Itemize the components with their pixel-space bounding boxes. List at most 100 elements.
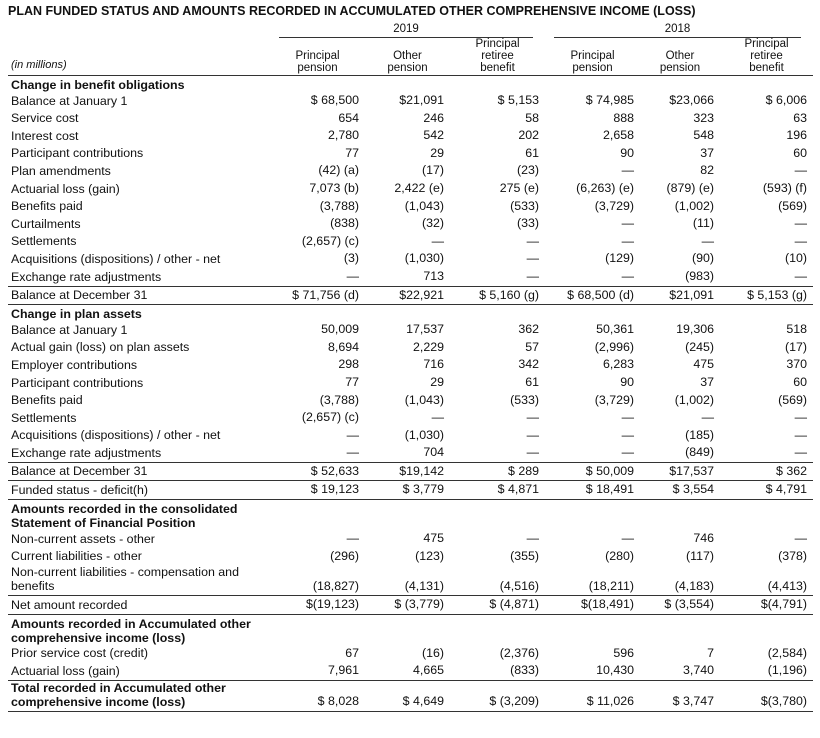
data-row: Curtailments (838) (32) (33) — (11) —	[8, 215, 813, 233]
data-row: Acquisitions (dispositions) / other - ne…	[8, 427, 813, 445]
value-cell: (3)	[343, 251, 359, 266]
value-cell: (378)	[778, 548, 807, 563]
value-cell: 77	[345, 145, 359, 160]
value-cell: (355)	[510, 548, 539, 563]
spacer	[8, 22, 270, 38]
data-row: Service cost 654 246 58 888 323 63	[8, 110, 813, 128]
empty-cell	[450, 500, 545, 531]
value-cell: (296)	[330, 548, 359, 563]
data-row: Participant contributions 77 29 61 90 37 60	[8, 145, 813, 163]
data-row: Benefits paid (3,788) (1,043) (533) (3,729) (…	[8, 392, 813, 410]
column-header: Other pension	[365, 38, 450, 76]
value-cell: $17,537	[640, 461, 720, 481]
empty-cell	[450, 76, 545, 93]
value-cell: 82	[700, 163, 714, 178]
section-label: Change in benefit obligations	[11, 78, 185, 92]
value-cell: 61	[525, 145, 539, 160]
empty-cell	[450, 305, 545, 322]
row-label: Service cost	[11, 111, 79, 126]
value-cell: 518	[786, 322, 807, 337]
value-cell: 298	[338, 357, 359, 372]
value-cell: (2,584)	[767, 645, 807, 660]
value-cell: —	[794, 233, 807, 248]
data-row: Prior service cost (credit) 67 (16) (2,376)…	[8, 645, 813, 663]
value-cell: (983)	[685, 268, 714, 283]
column-header: Principal retiree benefit	[450, 38, 545, 76]
column-header-text: Principal retiree benefit	[475, 38, 520, 74]
data-row: Actuarial loss (gain) 7,961 4,665 (833) 10,4…	[8, 662, 813, 680]
section-row: Change in benefit obligations	[8, 76, 813, 93]
row-label: Acquisitions (dispositions) / other - ne…	[11, 251, 221, 266]
value-cell: 7,961	[327, 663, 359, 678]
value-cell: 323	[693, 110, 714, 125]
value-cell: (185)	[685, 427, 714, 442]
data-row: Exchange rate adjustments — 713 — — (983) —	[8, 268, 813, 286]
value-cell: (1,002)	[674, 392, 714, 407]
value-cell: 90	[620, 145, 634, 160]
row-label: Non-current liabilities - compensation a…	[11, 565, 239, 594]
value-cell: —	[526, 251, 539, 266]
data-row: Interest cost 2,780 542 202 2,658 548 196	[8, 127, 813, 145]
value-cell: (533)	[510, 392, 539, 407]
value-cell: $ 50,009	[545, 461, 640, 481]
value-cell: 888	[613, 110, 634, 125]
empty-cell	[640, 500, 720, 531]
value-cell: 60	[793, 374, 807, 389]
data-row: Actual gain (loss) on plan assets 8,694 2,…	[8, 339, 813, 357]
empty-cell	[270, 305, 365, 322]
value-cell: (42) (a)	[318, 163, 359, 178]
row-label: Settlements	[11, 410, 77, 425]
row-label: Benefits paid	[11, 199, 83, 214]
value-cell: (569)	[778, 198, 807, 213]
value-cell: 7	[707, 645, 714, 660]
title: PLAN FUNDED STATUS AND AMOUNTS RECORDED …	[8, 4, 696, 18]
value-cell: 50,361	[596, 322, 634, 337]
value-cell: 17,537	[406, 322, 444, 337]
value-cell: 90	[620, 374, 634, 389]
value-cell: 6,283	[602, 357, 634, 372]
row-label: Exchange rate adjustments	[11, 445, 162, 460]
value-cell: $22,921	[365, 285, 450, 306]
row-label: Benefits paid	[11, 393, 83, 408]
data-row: Settlements (2,657) (c) — — — — —	[8, 409, 813, 427]
value-cell: $ 5,160 (g)	[450, 285, 545, 306]
value-cell: 746	[693, 531, 714, 546]
value-cell: 29	[430, 145, 444, 160]
column-header: Principal retiree benefit	[720, 38, 813, 76]
empty-cell	[450, 614, 545, 645]
data-row: Exchange rate adjustments — 704 — — (849) —	[8, 444, 813, 462]
value-cell: 4,665	[412, 663, 444, 678]
value-cell: (17)	[421, 163, 444, 178]
value-cell: 37	[700, 374, 714, 389]
value-cell: (1,030)	[404, 251, 444, 266]
data-row: Acquisitions (dispositions) / other - ne…	[8, 250, 813, 268]
row-label: Interest cost	[11, 128, 79, 143]
value-cell: $21,091	[640, 285, 720, 306]
empty-cell	[640, 305, 720, 322]
column-header-text: Other pension	[659, 50, 701, 74]
value-cell: —	[794, 445, 807, 460]
row-label: Funded status - deficit(h)	[8, 480, 270, 501]
value-cell: $ (3,779)	[365, 595, 450, 615]
value-cell: 60	[793, 145, 807, 160]
value-cell: (6,263) (e)	[576, 180, 634, 195]
value-cell: (1,043)	[404, 392, 444, 407]
value-cell: (3,729)	[594, 392, 634, 407]
value-cell: (4,183)	[674, 578, 714, 593]
value-cell: $ 289	[450, 461, 545, 481]
value-cell: —	[346, 445, 359, 460]
column-header: Principal pension	[545, 38, 640, 76]
value-cell: (129)	[605, 251, 634, 266]
row-label: Actual gain (loss) on plan assets	[11, 340, 190, 355]
value-cell: 716	[423, 357, 444, 372]
empty-cell	[720, 614, 813, 645]
value-cell: (4,131)	[404, 578, 444, 593]
value-cell: (533)	[510, 198, 539, 213]
value-cell: $ 5,153 (g)	[720, 285, 813, 306]
value-cell: —	[526, 531, 539, 546]
value-cell: $ 8,028	[270, 680, 365, 713]
empty-cell	[365, 305, 450, 322]
value-cell: (3,729)	[594, 198, 634, 213]
empty-cell	[545, 76, 640, 93]
